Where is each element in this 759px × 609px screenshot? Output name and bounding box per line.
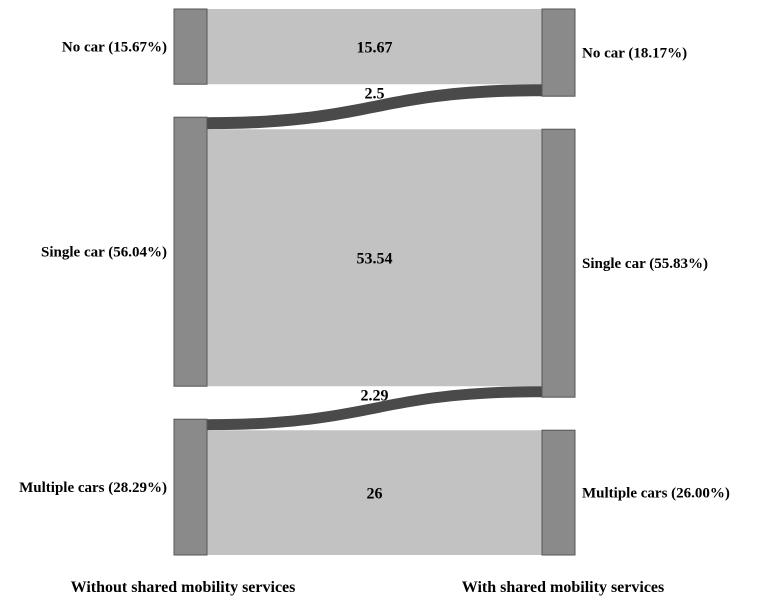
flow-multiple-cars-to-multiple-cars	[207, 430, 542, 555]
flow-value-label: 15.67	[357, 40, 393, 57]
right-node-multiple-cars	[541, 429, 576, 556]
left-node-single-car	[173, 116, 208, 387]
flow-single-car-to-no-car	[207, 84, 542, 130]
flow-value-label: 2.5	[365, 86, 385, 103]
flow-value-label: 26	[367, 486, 383, 503]
right-node-single-car	[541, 128, 576, 398]
right-node-label-no-car: No car (18.17%)	[582, 46, 687, 62]
left-node-multiple-cars	[173, 418, 208, 556]
nodes-layer	[173, 8, 576, 556]
right-node-label-multiple-cars: Multiple cars (26.00%)	[582, 486, 730, 502]
left-node-label-multiple-cars: Multiple cars (28.29%)	[19, 480, 167, 496]
labels-layer: 15.67 2.5 53.54 2.29 26 No car (15.67%) Single…	[19, 40, 730, 503]
left-node-label-no-car: No car (15.67%)	[62, 40, 167, 56]
right-node-label-single-car: Single car (55.83%)	[582, 256, 708, 272]
left-node-label-single-car: Single car (56.04%)	[41, 245, 167, 261]
flows-layer	[207, 9, 542, 555]
flow-value-label: 53.54	[357, 251, 393, 268]
left-axis-label: Without shared mobility services	[71, 579, 296, 596]
left-node-no-car	[173, 8, 208, 85]
flow-no-car-to-no-car	[207, 9, 542, 85]
flow-single-car-to-single-car	[207, 129, 542, 387]
flow-multiple-cars-to-single-car	[207, 386, 542, 431]
right-node-no-car	[541, 8, 576, 97]
flow-value-label: 2.29	[361, 388, 389, 405]
right-axis-label: With shared mobility services	[462, 579, 665, 596]
